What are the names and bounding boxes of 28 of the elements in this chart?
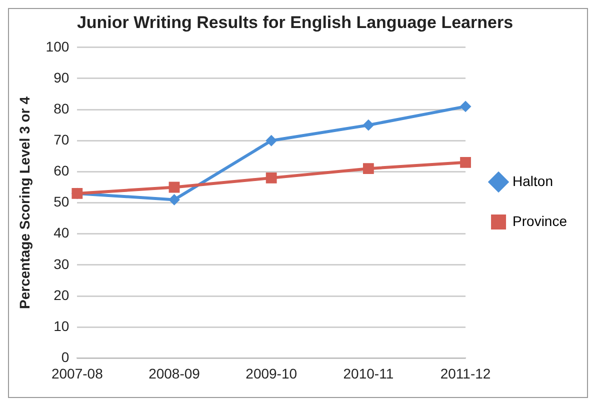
- y-tick-label: 10: [54, 318, 70, 334]
- y-tick-label: 70: [54, 132, 70, 148]
- point: [168, 194, 180, 206]
- chart-title: Junior Writing Results for English Language Learners: [76, 12, 514, 32]
- x-tick-label: 2011-12: [440, 365, 491, 382]
- y-axis-title: Percentage Scoring Level 3 or 4: [16, 96, 32, 310]
- y-tick-label: 80: [54, 100, 70, 116]
- point: [362, 120, 374, 131]
- point: [168, 182, 180, 193]
- y-tick-label: 50: [54, 194, 70, 210]
- x-tick-label: 2010-11: [343, 365, 394, 382]
- y-tick-label: 100: [46, 38, 70, 54]
- y-tick-label: 30: [54, 256, 70, 272]
- y-tick-label: 40: [54, 224, 70, 241]
- point: [460, 100, 472, 112]
- x-tick-label: 2008-09: [148, 365, 200, 382]
- point: [266, 172, 277, 184]
- point: [266, 135, 277, 146]
- y-tick-label: 20: [54, 286, 70, 303]
- x-tick-label: 2009-10: [246, 365, 298, 382]
- y-tick-label: 60: [54, 162, 70, 179]
- y-tick-label: 90: [54, 69, 70, 86]
- legend-label: Halton: [512, 172, 553, 189]
- x-tick-label: 2007-08: [51, 365, 104, 382]
- y-tick-label: 0: [61, 349, 70, 366]
- point: [460, 156, 471, 168]
- legend-label: Province: [512, 212, 568, 229]
- point: [362, 163, 374, 174]
